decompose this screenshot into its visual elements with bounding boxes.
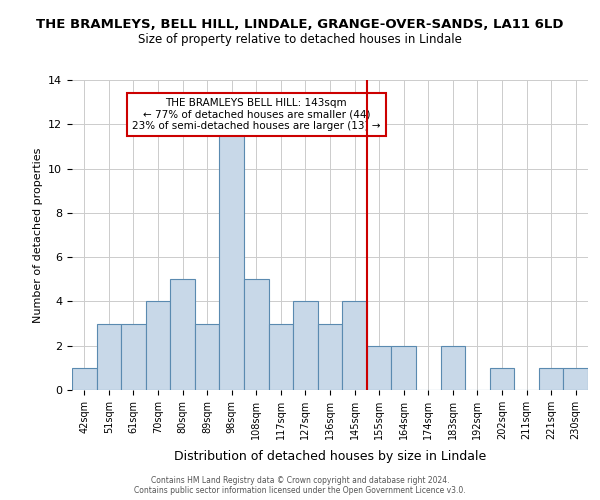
X-axis label: Distribution of detached houses by size in Lindale: Distribution of detached houses by size … xyxy=(174,450,486,463)
Bar xyxy=(539,368,563,390)
Y-axis label: Number of detached properties: Number of detached properties xyxy=(32,148,43,322)
Bar xyxy=(367,346,391,390)
Text: Contains HM Land Registry data © Crown copyright and database right 2024.
Contai: Contains HM Land Registry data © Crown c… xyxy=(134,476,466,495)
Bar xyxy=(244,280,269,390)
Bar xyxy=(72,368,97,390)
Bar xyxy=(121,324,146,390)
Bar xyxy=(342,302,367,390)
Bar xyxy=(440,346,465,390)
Bar xyxy=(220,124,244,390)
Bar xyxy=(563,368,588,390)
Bar xyxy=(170,280,195,390)
Bar xyxy=(269,324,293,390)
Text: THE BRAMLEYS BELL HILL: 143sqm
← 77% of detached houses are smaller (44)
23% of : THE BRAMLEYS BELL HILL: 143sqm ← 77% of … xyxy=(132,98,380,131)
Bar xyxy=(293,302,318,390)
Bar xyxy=(146,302,170,390)
Text: THE BRAMLEYS, BELL HILL, LINDALE, GRANGE-OVER-SANDS, LA11 6LD: THE BRAMLEYS, BELL HILL, LINDALE, GRANGE… xyxy=(36,18,564,30)
Bar xyxy=(318,324,342,390)
Bar xyxy=(195,324,220,390)
Bar xyxy=(490,368,514,390)
Bar xyxy=(391,346,416,390)
Bar xyxy=(97,324,121,390)
Text: Size of property relative to detached houses in Lindale: Size of property relative to detached ho… xyxy=(138,32,462,46)
